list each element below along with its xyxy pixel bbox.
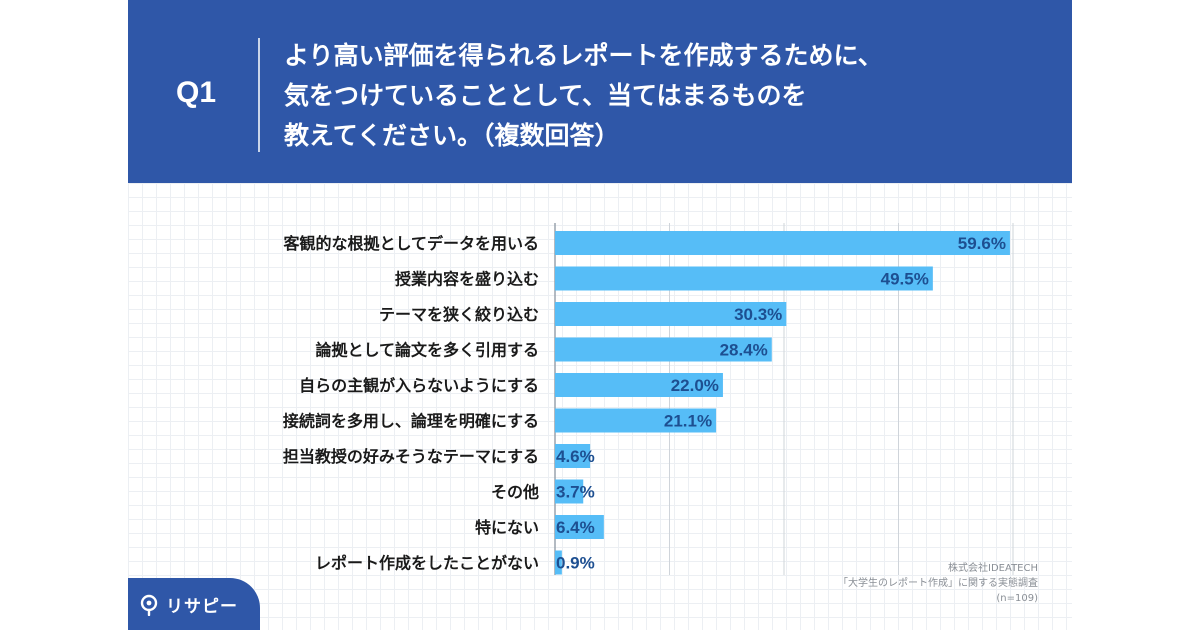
category-label: 客観的な根拠としてデータを用いる	[283, 234, 539, 253]
brand-logo: リサピー	[138, 592, 238, 617]
credit-sample-size: (n=109)	[996, 593, 1038, 604]
header-divider	[258, 38, 260, 152]
bar	[555, 408, 717, 433]
infographic-card: Q1 より高い評価を得られるレポートを作成するために、 気をつけていることとして…	[128, 0, 1072, 630]
credit-block: 株式会社IDEATECH 「大学生のレポート作成」に関する実態調査 (n=109…	[838, 561, 1038, 606]
bar	[555, 515, 604, 539]
bar	[555, 337, 772, 362]
bar	[555, 302, 787, 326]
category-label: 論拠として論文を多く引用する	[315, 341, 539, 360]
question-line-1: より高い評価を得られるレポートを作成するために、	[284, 41, 883, 70]
credit-company: 株式会社IDEATECH	[948, 563, 1038, 574]
value-label: 21.1%	[664, 412, 712, 431]
value-label: 22.0%	[671, 376, 719, 395]
bar	[555, 266, 933, 291]
value-label: 28.4%	[720, 341, 768, 360]
category-label: その他	[491, 483, 539, 502]
value-label: 49.5%	[881, 270, 929, 289]
category-label: 自らの主観が入らないようにする	[299, 376, 539, 395]
category-label: レポート作成をしたことがない	[315, 554, 539, 573]
value-label: 3.7%	[556, 483, 595, 502]
value-label: 0.9%	[556, 554, 595, 573]
bar	[555, 479, 584, 504]
bar-chart: 客観的な根拠としてデータを用いる 59.6% 授業内容を盛り込む 49.5% テーマを狭…	[283, 223, 1014, 575]
question-line-2: 気をつけていることとして、当てはまるものを	[284, 81, 807, 110]
category-label: 特にない	[475, 518, 539, 537]
value-label: 30.3%	[734, 305, 782, 324]
chart-panel: 客観的な根拠としてデータを用いる 59.6% 授業内容を盛り込む 49.5% テーマを狭…	[128, 183, 1072, 630]
question-text: より高い評価を得られるレポートを作成するために、 気をつけていることとして、当て…	[284, 36, 1044, 156]
value-label: 59.6%	[958, 234, 1006, 253]
bar	[555, 550, 562, 575]
credit-survey: 「大学生のレポート作成」に関する実態調査	[838, 578, 1038, 589]
category-label: 担当教授の好みそうなテーマにする	[283, 447, 539, 466]
bar	[555, 231, 1010, 255]
logo-text: リサピー	[166, 597, 238, 617]
bar	[555, 373, 723, 397]
question-number: Q1	[176, 76, 217, 109]
logo-tab: リサピー	[128, 578, 260, 630]
category-label: 接続詞を多用し、論理を明確にする	[283, 412, 539, 431]
value-label: 4.6%	[556, 447, 595, 466]
category-label: 授業内容を盛り込む	[395, 270, 539, 289]
bar	[555, 444, 591, 468]
question-line-3: 教えてください。（複数回答）	[284, 121, 620, 150]
pin-icon	[140, 594, 158, 616]
question-header: Q1 より高い評価を得られるレポートを作成するために、 気をつけていることとして…	[128, 0, 1072, 183]
value-label: 6.4%	[556, 518, 595, 537]
category-label: テーマを狭く絞り込む	[379, 305, 539, 324]
